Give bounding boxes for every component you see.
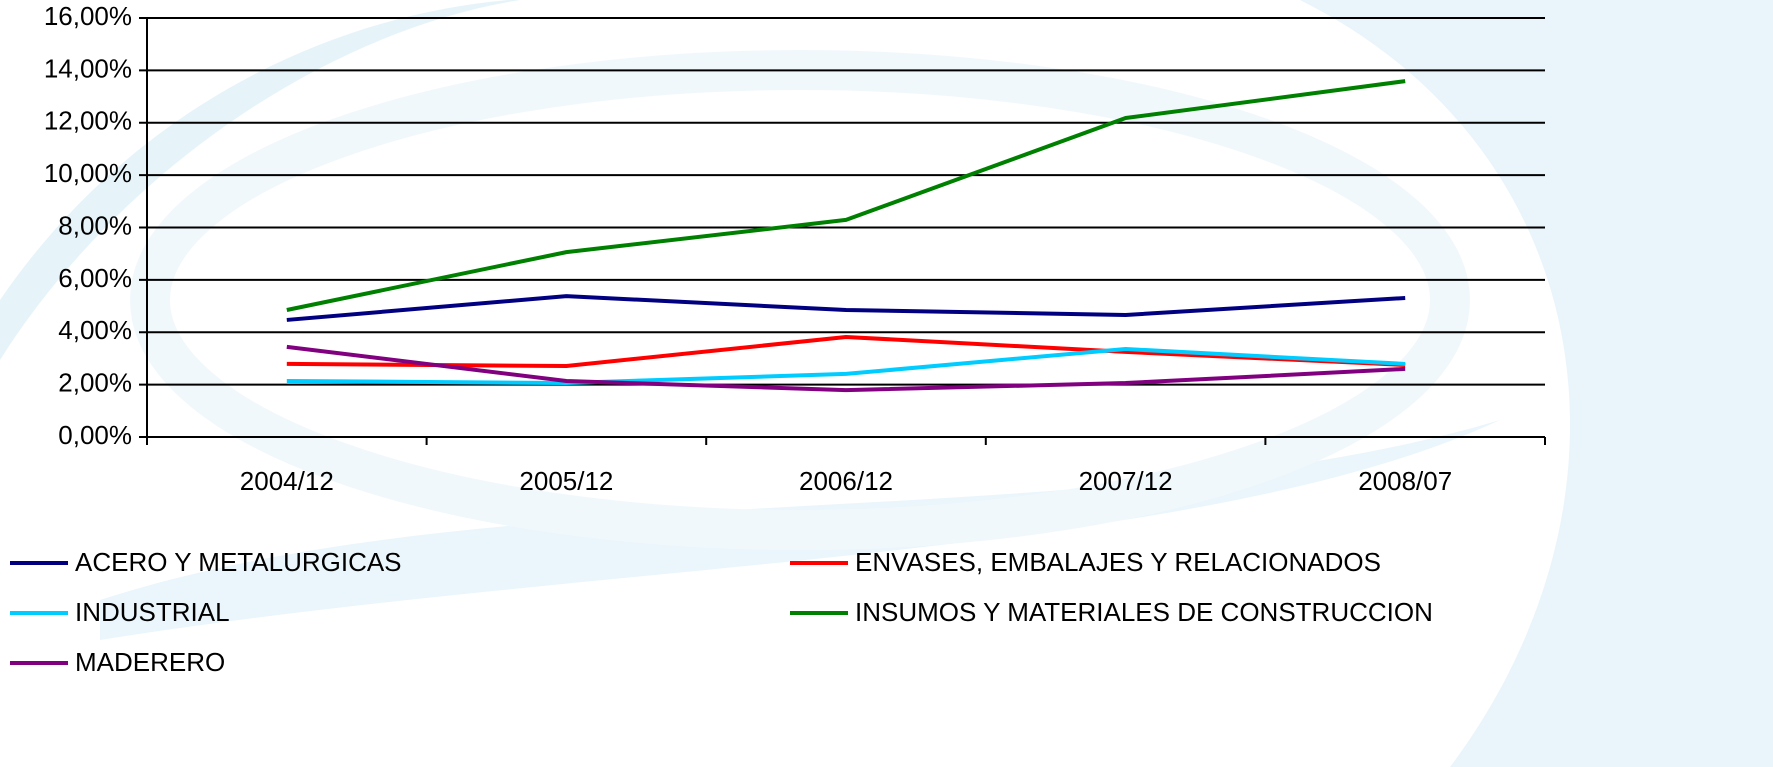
- legend-label: INDUSTRIAL: [75, 597, 230, 627]
- legend-label: INSUMOS Y MATERIALES DE CONSTRUCCION: [855, 597, 1433, 627]
- swoosh: [1300, 0, 1773, 767]
- series-line: [286, 334, 1406, 369]
- legend-label: ENVASES, EMBALAJES Y RELACIONADOS: [855, 547, 1381, 577]
- legend-label: ACERO Y METALURGICAS: [75, 547, 402, 577]
- x-tick-label: 2007/12: [1079, 466, 1173, 496]
- y-tick-label: 0,00%: [58, 420, 132, 450]
- series-line: [286, 294, 1406, 322]
- x-tick-label: 2004/12: [240, 466, 334, 496]
- series-line: [286, 79, 1406, 312]
- y-tick-label: 4,00%: [58, 315, 132, 345]
- y-tick-label: 6,00%: [58, 263, 132, 293]
- y-tick-label: 14,00%: [44, 53, 132, 83]
- x-tick-label: 2006/12: [799, 466, 893, 496]
- swoosh: [0, 0, 620, 360]
- series-line: [286, 344, 1406, 393]
- y-tick-label: 2,00%: [58, 368, 132, 398]
- swoosh: [130, 50, 1470, 550]
- y-tick-label: 10,00%: [44, 158, 132, 188]
- series-line: [286, 347, 1406, 386]
- y-tick-label: 12,00%: [44, 106, 132, 136]
- x-tick-label: 2008/07: [1358, 466, 1452, 496]
- y-tick-label: 8,00%: [58, 210, 132, 240]
- legend-label: MADERERO: [75, 647, 225, 677]
- x-tick-label: 2005/12: [519, 466, 613, 496]
- y-tick-label: 16,00%: [44, 1, 132, 31]
